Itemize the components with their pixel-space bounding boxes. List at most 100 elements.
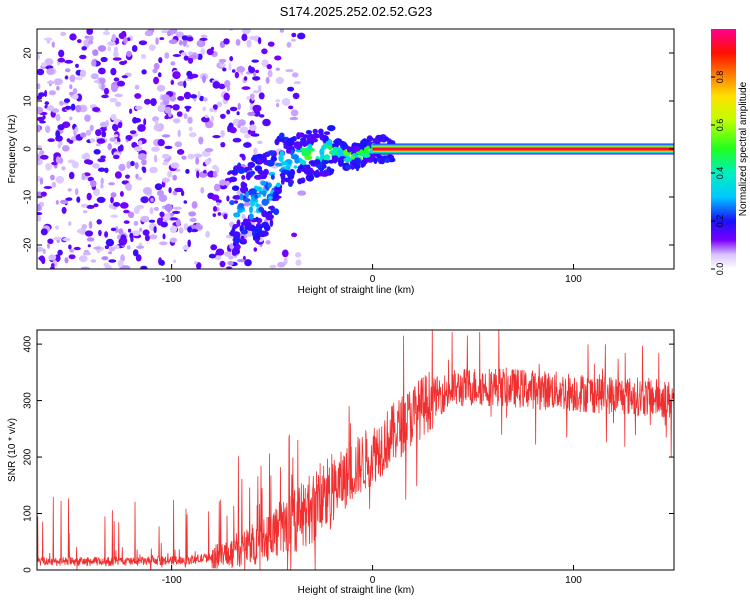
heatmap-noise-cell (37, 95, 43, 100)
heatmap-noise-cell (39, 255, 45, 262)
heatmap-noise-cell (164, 145, 173, 150)
heatmap-noise-cell (68, 221, 72, 227)
colorbar-ticks: 0.0 0.2 0.4 0.6 0.8 (711, 71, 725, 275)
heatmap-transition-cell (268, 196, 273, 200)
heatmap-noise-cell (178, 40, 183, 46)
heatmap-transition-cell (249, 206, 253, 214)
heatmap-noise-cell (150, 98, 157, 107)
heatmap-noise-cell (57, 124, 65, 131)
heatmap-noise-cell (237, 259, 246, 263)
heatmap-noise-cell (183, 113, 188, 120)
heatmap-noise-cell (239, 126, 249, 134)
heatmap-noise-cell (216, 202, 220, 206)
heatmap-noise-cell (172, 54, 182, 57)
heatmap-transition-cell (345, 164, 352, 170)
heatmap-noise-cell (98, 67, 106, 75)
heatmap-noise-cell (234, 71, 240, 79)
heatmap-noise-cell (269, 264, 277, 269)
heatmap-noise-cell (87, 244, 91, 248)
heatmap-transition-cell (379, 156, 386, 165)
heatmap-noise-cell (127, 211, 135, 219)
heatmap-noise-cell (95, 143, 101, 147)
heatmap-noise-cell (85, 230, 93, 237)
heatmap-noise-cell (60, 199, 69, 205)
heatmap-noise-cell (80, 266, 90, 269)
heatmap-noise-cell (69, 116, 73, 121)
heatmap-transition-cell (250, 170, 256, 175)
heatmap-noise-cell (153, 154, 158, 163)
heatmap-transition-cell (320, 154, 325, 160)
heatmap-noise-cell (44, 90, 48, 97)
heatmap-noise-cell (253, 72, 257, 77)
heatmap-noise-cell (101, 83, 105, 91)
heatmap-noise-cell (164, 115, 169, 120)
heatmap-noise-cell (75, 76, 83, 81)
heatmap-noise-cell (175, 31, 184, 38)
heatmap-noise-cell (132, 249, 139, 257)
heatmap-noise-cell (150, 197, 154, 203)
heatmap-noise-cell (123, 220, 130, 224)
heatmap-noise-cell (229, 126, 237, 134)
heatmap-noise-cell (86, 237, 95, 242)
heatmap-noise-cell (69, 74, 76, 83)
heatmap-transition-cell (254, 194, 259, 199)
heatmap-noise-cell (92, 49, 99, 56)
colorbar: 0.0 0.2 0.4 0.6 0.8 Normalized spectral ampl… (711, 29, 749, 275)
colorbar-tick-label: 0.8 (715, 71, 725, 84)
heatmap-transition-cell (248, 188, 257, 195)
heatmap-noise-cell (169, 237, 178, 243)
heatmap-noise-cell (64, 105, 72, 110)
heatmap-noise-cell (164, 52, 170, 59)
heatmap-noise-cell (80, 132, 87, 138)
heatmap-noise-cell (100, 155, 106, 159)
heatmap-noise-cell (188, 211, 197, 217)
heatmap-transition-cell (234, 236, 240, 245)
heatmap-signal-line (372, 147, 674, 151)
heatmap-noise-cell (89, 35, 94, 42)
heatmap-noise-cell (113, 244, 120, 250)
heatmap-noise-cell (172, 190, 178, 196)
heatmap-noise-cell (55, 156, 61, 164)
heatmap-transition-cell (365, 138, 370, 144)
heatmap-noise-cell (105, 238, 115, 247)
y-tick-label: 0 (23, 146, 34, 152)
heatmap-transition-cell (384, 136, 389, 142)
heatmap-noise-cell (204, 114, 209, 119)
heatmap-noise-cell (261, 59, 269, 68)
heatmap-noise-cell (131, 45, 138, 52)
heatmap-noise-cell (258, 92, 265, 100)
heatmap-noise-cell (156, 84, 166, 92)
heatmap-transition-cell (286, 148, 292, 154)
snr-panel: -100 0 100 0 100 200 300 400 Height of straigh… (7, 329, 675, 596)
heatmap-transition-cell (314, 159, 321, 165)
heatmap-noise-cell (228, 176, 238, 183)
heatmap-noise-cell (115, 101, 122, 107)
heatmap-noise-cell (142, 229, 150, 236)
heatmap-noise-cell (37, 83, 41, 90)
heatmap-noise-cell (44, 101, 50, 106)
heatmap-noise-cell (162, 213, 171, 221)
heatmap-noise-cell (40, 191, 47, 197)
heatmap-noise-cell (222, 67, 227, 72)
heatmap-noise-cell (53, 236, 62, 241)
heatmap-noise-cell (97, 158, 106, 163)
heatmap-noise-cell (134, 93, 142, 99)
heatmap-noise-cell (220, 142, 226, 148)
heatmap-noise-cell (295, 259, 302, 267)
heatmap-noise-cell (79, 54, 87, 60)
heatmap-noise-cell (233, 200, 239, 204)
heatmap-noise-cell (114, 226, 119, 234)
heatmap-noise-cell (75, 63, 79, 68)
heatmap-noise-cell (285, 69, 294, 73)
heatmap-noise-cell (104, 245, 109, 249)
heatmap-noise-cell (114, 171, 122, 179)
heatmap-noise-cell (247, 111, 256, 117)
heatmap-noise-cell (220, 113, 226, 119)
heatmap-noise-cell (187, 116, 193, 124)
heatmap-noise-cell (241, 214, 246, 220)
heatmap-noise-cell (196, 170, 200, 179)
heatmap-noise-cell (236, 66, 246, 73)
heatmap-noise-cell (226, 109, 231, 115)
heatmap-noise-cell (62, 237, 71, 242)
heatmap-noise-cell (291, 32, 297, 38)
